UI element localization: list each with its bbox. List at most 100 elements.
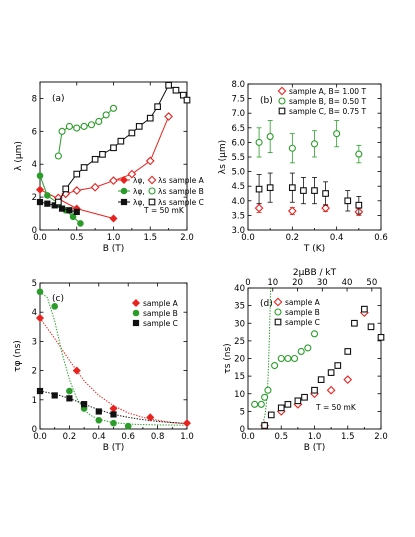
panel-label: (c)	[52, 294, 64, 304]
y-tick-label: 15	[234, 372, 245, 382]
legend-marker	[119, 175, 129, 185]
point-B-s	[80, 122, 88, 130]
y-tick-label: 4.5	[231, 182, 245, 192]
point-A-s	[127, 169, 137, 179]
point-A-phi	[35, 185, 45, 194]
x2-tick-label: 30	[317, 278, 328, 288]
x-tick-label: 2.0	[374, 432, 388, 442]
point-C	[344, 348, 352, 355]
point-C-s	[117, 137, 125, 145]
y-tick-label: 3	[32, 337, 37, 347]
legend-lphi-label: λφ,	[133, 198, 145, 207]
x-tick-label: 0.6	[374, 233, 388, 243]
x-axis-label: T (K)	[303, 244, 325, 254]
point-C-s	[110, 144, 117, 152]
x-tick-label: 0.4	[92, 432, 106, 442]
point-C-s	[55, 198, 62, 206]
point-B	[297, 347, 305, 356]
legend-label: sample B	[285, 308, 320, 317]
point-B	[310, 330, 319, 338]
y-tick-label: 7.5	[231, 95, 245, 105]
point-A-s	[90, 182, 100, 192]
point-B-s	[87, 121, 95, 129]
point-C	[66, 395, 73, 402]
y-tick-label: 8.0	[231, 80, 245, 90]
point-C	[110, 411, 117, 418]
x-axis-label: B (T)	[304, 443, 326, 453]
y-tick-label: 5.5	[231, 153, 245, 163]
legend-marker	[273, 297, 283, 307]
panel-label: (a)	[52, 94, 65, 104]
legend-label: sample B, B= 0.50 T	[289, 97, 366, 106]
point-A-s	[164, 112, 174, 121]
x-tick-label: 1.0	[308, 432, 322, 442]
point-B-s	[58, 127, 66, 135]
point-C	[300, 187, 307, 194]
panel-c: 0.0 0.2 0.4 0.6 0.8 1.0 0 1 2 3 4 5 B (T) τφ (ns) (c) s…	[13, 279, 194, 453]
panel-d: 0.0 0.5 1.0 1.5 2.0 0 5 10 15 20 25 30 35 40 B (T) τs (…	[223, 268, 388, 453]
legend-label: sample B	[143, 309, 178, 318]
point-C-s	[146, 114, 154, 122]
legend-sample-label: sample C	[169, 198, 204, 207]
x-tick-label: 1.5	[143, 233, 157, 243]
legend-marker-open	[148, 198, 156, 206]
legend-lphi-label: λφ,	[133, 187, 145, 196]
y-tick-label: 0	[240, 425, 245, 435]
point-A	[72, 366, 81, 375]
point-C-s	[172, 86, 180, 94]
point-C	[267, 411, 275, 419]
y-axis-label: λ (μm)	[14, 141, 24, 171]
y-tick-label: 25	[234, 337, 245, 347]
point-B-s	[109, 104, 118, 112]
legend-marker	[278, 107, 286, 115]
y-tick-label: 5	[32, 279, 37, 289]
legend-label: sample A	[285, 298, 321, 307]
point-C-phi	[44, 200, 51, 207]
point-C-phi	[66, 207, 73, 214]
point-B	[124, 422, 132, 430]
legend-label: sample C	[143, 319, 178, 328]
x-tick-label: 0.0	[241, 432, 255, 442]
y-axis-label: τφ (ns)	[13, 340, 23, 372]
x-tick-label: 1.5	[341, 432, 355, 442]
point-C-s	[128, 129, 136, 137]
y-tick-label: 6	[32, 127, 37, 137]
y-tick-label: 1	[32, 396, 37, 406]
point-C	[266, 184, 274, 192]
point-A	[343, 375, 353, 385]
point-B-phi	[44, 192, 51, 199]
legend-lphi-label: λφ,	[133, 176, 145, 185]
legend-marker	[120, 187, 128, 195]
point-B-s	[95, 117, 103, 126]
point-B	[257, 400, 265, 408]
y-tick-label: 8	[32, 94, 37, 104]
legend-marker	[278, 97, 286, 105]
point-C	[317, 376, 325, 384]
point-A	[146, 413, 155, 422]
x-tick-label: 0.0	[241, 233, 255, 243]
y-tick-label: 40	[234, 284, 245, 294]
point-C-s	[165, 81, 172, 89]
point-C-phi	[73, 208, 80, 216]
point-B-s	[54, 152, 62, 160]
point-C-s	[154, 103, 161, 111]
x2-tick-label: 20	[292, 278, 303, 288]
y-tick-label: 2	[32, 193, 37, 203]
point-B	[95, 416, 103, 424]
x-tick-label: 0.5	[274, 432, 288, 442]
y-tick-label: 5	[240, 407, 245, 417]
point-C	[311, 187, 318, 194]
point-C	[334, 362, 342, 369]
x2-tick-label: 0	[245, 278, 250, 288]
x-tick-label: 1.0	[180, 432, 194, 442]
x-tick-label: 0.2	[286, 233, 300, 243]
legend-ls-label: λs	[158, 176, 166, 185]
point-B	[277, 354, 285, 363]
point-A	[321, 203, 330, 213]
panel-label: (d)	[260, 299, 273, 309]
point-C-s	[135, 123, 143, 130]
point-A	[254, 203, 264, 213]
legend-marker	[274, 318, 282, 326]
y-tick-label: 0	[32, 226, 37, 236]
